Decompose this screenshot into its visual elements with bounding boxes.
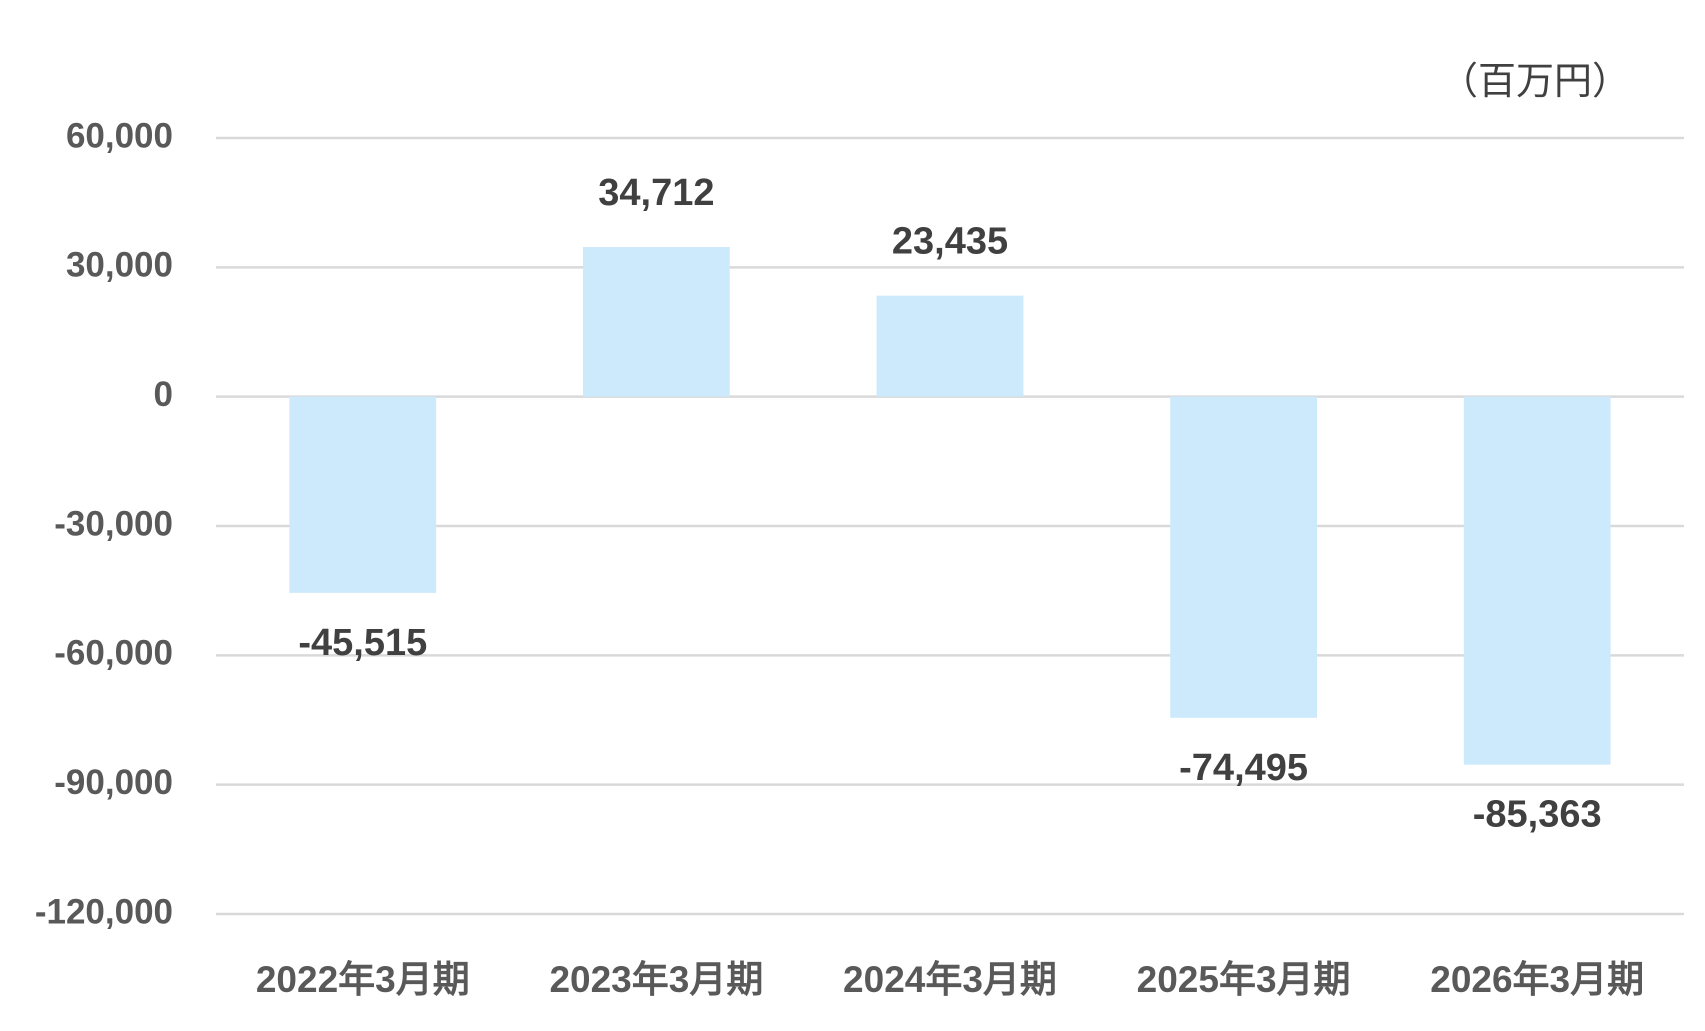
data-label: -85,363 [1473, 794, 1602, 836]
x-tick-label: 2022年3月期 [256, 959, 470, 1000]
unit-label: （百万円） [1440, 61, 1630, 103]
x-tick-label: 2023年3月期 [549, 959, 763, 1000]
bar [1170, 396, 1317, 718]
y-tick-label: -120,000 [35, 892, 173, 931]
data-label: -45,515 [298, 622, 427, 664]
y-tick-label: 60,000 [66, 116, 173, 155]
data-label: 34,712 [598, 172, 714, 214]
x-tick-label: 2024年3月期 [843, 959, 1057, 1000]
x-tick-label: 2026年3月期 [1430, 959, 1644, 1000]
data-label: -74,495 [1179, 747, 1308, 789]
y-tick-label: 30,000 [66, 246, 173, 285]
bar [1463, 396, 1611, 765]
data-label: 23,435 [892, 221, 1008, 263]
bar [289, 396, 437, 593]
y-tick-label: 0 [154, 375, 173, 414]
y-tick-label: -90,000 [54, 763, 173, 802]
x-tick-label: 2025年3月期 [1137, 959, 1351, 1000]
y-tick-label: -60,000 [54, 634, 173, 673]
bar [876, 295, 1024, 397]
y-tick-label: -30,000 [54, 504, 173, 543]
bar [583, 247, 730, 397]
